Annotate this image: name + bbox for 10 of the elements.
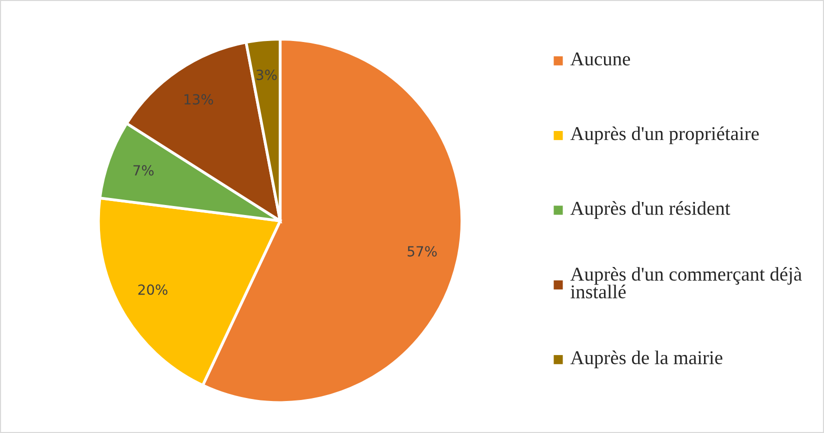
data-label: 20% xyxy=(138,284,168,295)
legend-label: Auprès de la mairie xyxy=(570,350,722,368)
data-label: 57% xyxy=(408,246,437,257)
data-label: 13% xyxy=(184,94,214,105)
legend-label: Auprès d'un résident xyxy=(570,201,730,219)
legend-label: Aucune xyxy=(570,52,630,66)
legend-label: Auprès d'un propriétaire xyxy=(570,126,759,144)
legend-label: Auprès d'un commerçant déjà installé xyxy=(570,267,802,298)
data-label: 3% xyxy=(256,70,277,80)
data-label: 7% xyxy=(133,165,154,176)
